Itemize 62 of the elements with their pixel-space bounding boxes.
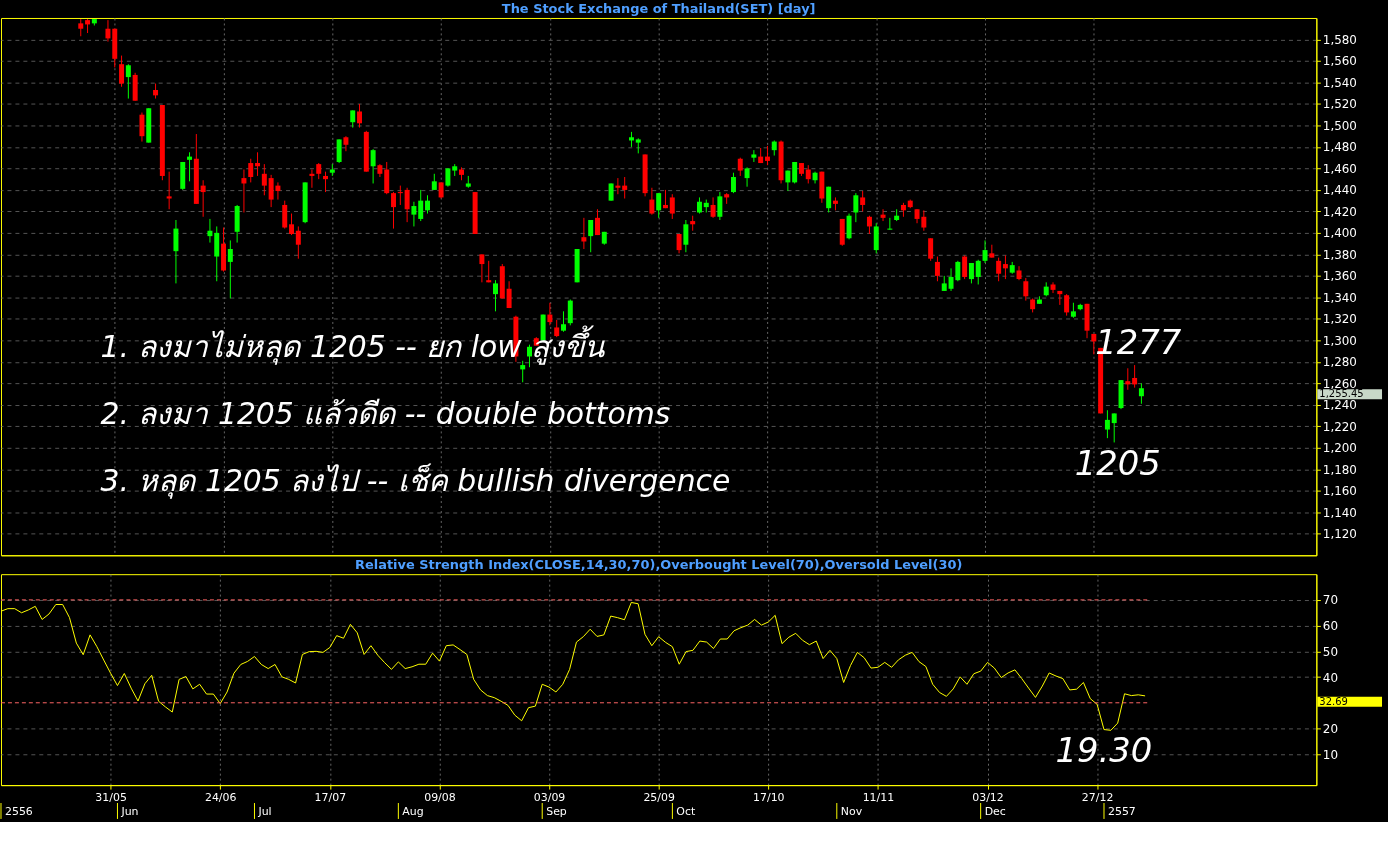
y-tick-label: 1,560 (1322, 54, 1357, 69)
y-tick-label: 1,440 (1322, 183, 1357, 198)
y-tick-label: 60 (1322, 619, 1338, 634)
y-tick-label: 1,400 (1322, 226, 1357, 241)
y-tick-label: 70 (1322, 593, 1338, 608)
y-tick-label: 1,360 (1322, 269, 1357, 284)
y-tick-label: 1,180 (1322, 462, 1357, 477)
text: Aug (402, 804, 424, 818)
chart-title: The Stock Exchange of Thailand(SET) [day] (501, 1, 816, 17)
x-tick-label: 17/10 (753, 790, 785, 804)
x-tick-label: 24/06 (204, 790, 237, 804)
y-tick-label: 1,580 (1322, 32, 1357, 47)
text: Nov (840, 804, 863, 818)
x-tick-label: 17/07 (314, 790, 347, 804)
annotation: 3. หลุด 1205 ลงไป -- เช็ค bullish divergence (100, 462, 731, 499)
y-tick-label: 1,120 (1322, 527, 1357, 542)
annotation: 2. ลงมา 1205 แล้วดีด -- double bottoms (100, 396, 671, 432)
x-tick-label: 03/09 (533, 790, 566, 804)
x-tick-label: 27/12 (1081, 790, 1114, 804)
y-tick-label: 1,160 (1322, 484, 1357, 499)
text: Jul (257, 804, 272, 818)
x-tick-label: 31/05 (95, 790, 127, 804)
y-tick-label: 1,420 (1322, 204, 1357, 219)
candlestick (452, 163, 458, 177)
chart-title: Relative Strength Index(CLOSE,14,30,70),Overbought Level(70),Oversold Level(30) (355, 557, 963, 573)
y-tick-label: 1,340 (1322, 290, 1357, 305)
y-tick-label: 1,320 (1322, 312, 1357, 327)
x-tick-label: 11/11 (862, 790, 895, 804)
y-tick-label: 1,220 (1322, 419, 1357, 434)
text: 32.69 (1319, 695, 1348, 707)
y-tick-label: 1,240 (1322, 398, 1357, 413)
x-tick-label: 25/09 (643, 790, 675, 804)
candlestick (989, 244, 995, 259)
y-tick-label: 1,460 (1322, 161, 1357, 176)
y-tick-label: 50 (1322, 644, 1338, 659)
y-tick-label: 1,280 (1322, 355, 1357, 370)
y-tick-label: 40 (1322, 670, 1338, 685)
text: Jun (120, 804, 139, 818)
text: Dec (984, 804, 1006, 818)
y-tick-label: 1,300 (1322, 333, 1357, 348)
candlestick (329, 163, 335, 177)
y-tick-label: 1,520 (1322, 97, 1357, 112)
candlestick (465, 175, 471, 189)
candlestick (635, 137, 641, 154)
x-tick-label: 03/12 (972, 790, 1004, 804)
y-tick-label: 1,500 (1322, 118, 1357, 133)
y-tick-label: 20 (1322, 722, 1338, 736)
text: 1,255.45 (1319, 388, 1364, 400)
x-tick-label: 09/08 (424, 790, 456, 804)
text: Sep (546, 804, 567, 818)
annotation: 1277 (1095, 323, 1182, 363)
y-tick-label: 1,540 (1322, 75, 1357, 90)
y-tick-label: 10 (1322, 747, 1338, 762)
annotation: 19.30 (1055, 731, 1153, 771)
y-tick-label: 1,380 (1322, 247, 1357, 262)
text: 2556 (4, 804, 33, 818)
y-tick-label: 1,480 (1322, 140, 1357, 155)
text: Oct (676, 804, 696, 818)
text: 2557 (1107, 804, 1136, 818)
y-tick-label: 1,200 (1322, 441, 1357, 456)
y-tick-label: 1,140 (1322, 505, 1357, 520)
annotation: 1205 (1074, 444, 1161, 484)
